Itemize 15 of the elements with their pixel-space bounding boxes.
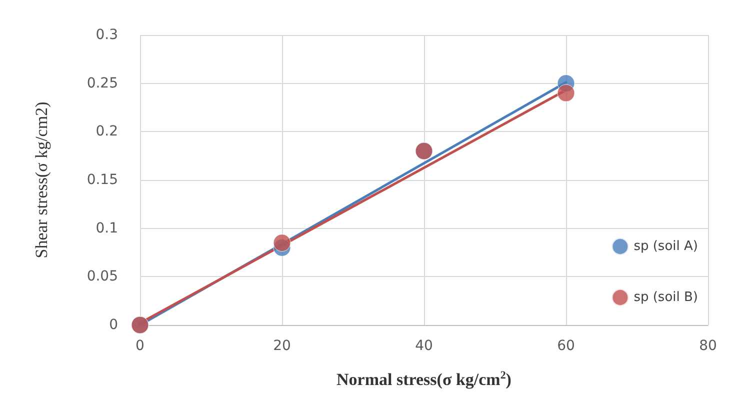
x-tick-label: 40 — [415, 338, 433, 354]
y-tick-label: 0.05 — [86, 268, 118, 285]
legend-label: sp (soil A) — [634, 239, 698, 254]
legend-label: sp (soil B) — [634, 290, 698, 305]
x-tick-label: 80 — [699, 338, 717, 354]
x-tick-label: 20 — [273, 338, 291, 354]
y-tick-label: 0 — [109, 317, 118, 333]
y-tick-label: 0.15 — [86, 172, 118, 188]
y-tick-label: 0.25 — [86, 75, 118, 92]
y-axis-title: Shear stress(σ kg/cm2) — [32, 102, 51, 258]
y-tick-label: 0.1 — [96, 220, 118, 236]
x-tick-label: 60 — [557, 338, 575, 354]
x-tick-label: 0 — [136, 338, 144, 354]
y-tick-label: 0.3 — [96, 27, 118, 43]
y-tick-label: 0.2 — [96, 124, 118, 140]
